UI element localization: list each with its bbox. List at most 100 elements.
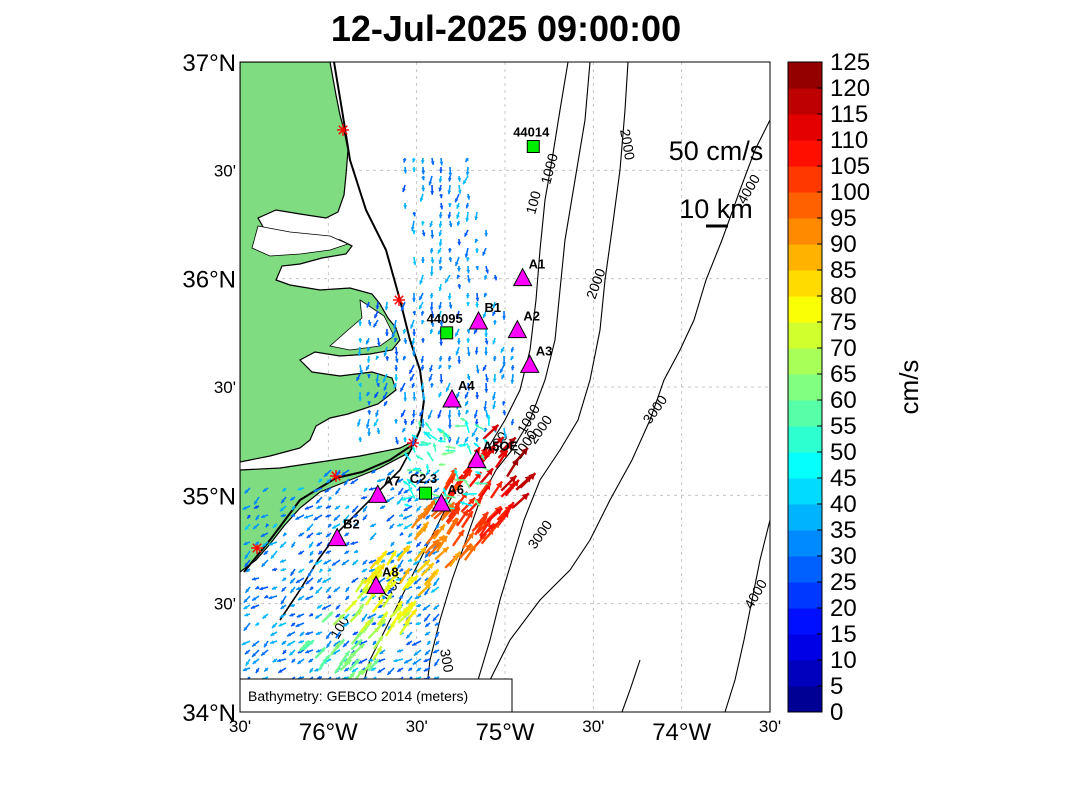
current-vector xyxy=(438,229,443,237)
current-vector xyxy=(372,645,383,661)
current-vector xyxy=(456,337,461,345)
current-vector xyxy=(315,496,323,505)
lon-tick-label: 30' xyxy=(582,717,604,736)
current-vector xyxy=(492,400,496,410)
current-vector xyxy=(290,513,296,518)
colorbar-tick-label: 75 xyxy=(830,309,857,336)
current-vector xyxy=(475,436,479,442)
current-vector xyxy=(317,550,323,555)
current-vector xyxy=(371,621,377,626)
current-vector xyxy=(519,472,537,489)
current-vector xyxy=(371,469,377,474)
current-vector xyxy=(489,480,504,499)
current-vector xyxy=(510,346,515,353)
current-vector xyxy=(414,595,422,600)
latitude-tick-labels: 37°N 30' 36°N 30' 35°N 30' 34°N xyxy=(182,50,236,727)
current-vector xyxy=(279,505,287,512)
current-vector xyxy=(394,373,399,382)
current-vector xyxy=(296,658,305,665)
bathymetry-note: Bathymetry: GEBCO 2014 (meters) xyxy=(248,688,468,704)
current-vector xyxy=(502,310,506,320)
current-vector xyxy=(395,436,399,445)
current-vector xyxy=(438,220,443,228)
current-vector xyxy=(358,391,363,401)
current-vector xyxy=(348,658,361,672)
current-vector xyxy=(327,594,332,599)
current-vector xyxy=(425,514,431,520)
current-vector xyxy=(464,247,469,258)
current-vector xyxy=(357,418,361,427)
current-vector xyxy=(446,517,458,535)
current-vector xyxy=(412,256,417,266)
current-vector xyxy=(457,283,462,289)
current-vector xyxy=(397,487,404,496)
current-vector xyxy=(439,373,444,384)
current-vector xyxy=(363,570,378,585)
current-vector xyxy=(434,622,440,627)
current-vector xyxy=(456,274,461,280)
current-vector xyxy=(420,220,425,226)
current-vector xyxy=(438,238,443,247)
current-vector xyxy=(394,346,399,356)
current-vector xyxy=(447,409,452,419)
current-vector xyxy=(317,478,323,483)
current-vector xyxy=(407,532,413,538)
current-vector xyxy=(438,301,443,310)
current-vector xyxy=(454,478,465,482)
current-vector xyxy=(305,631,314,636)
current-vector xyxy=(314,559,323,566)
current-vector xyxy=(375,550,388,566)
colorbar-tick-label: 0 xyxy=(830,699,843,726)
current-vector xyxy=(466,337,471,343)
current-vector xyxy=(438,364,443,370)
current-vector xyxy=(427,409,433,420)
current-vector xyxy=(308,559,314,564)
current-vector xyxy=(425,464,430,474)
current-vector xyxy=(411,382,416,389)
current-vector xyxy=(492,301,497,309)
current-vector xyxy=(421,229,426,237)
current-vector xyxy=(307,568,314,578)
colorbar-frame xyxy=(787,61,823,713)
current-vector xyxy=(510,373,515,384)
station-label: B1 xyxy=(485,300,502,315)
current-vector xyxy=(492,337,497,345)
colorbar-segment xyxy=(788,634,822,661)
current-vector xyxy=(406,540,413,545)
current-vector xyxy=(512,492,530,509)
current-vector xyxy=(261,559,269,568)
current-vector xyxy=(325,586,332,594)
current-vector xyxy=(365,391,371,397)
current-vector xyxy=(464,157,470,163)
current-vector xyxy=(362,559,368,566)
current-vector xyxy=(438,462,446,467)
current-vector xyxy=(434,631,440,639)
current-vector xyxy=(421,418,425,428)
current-vector xyxy=(424,538,440,555)
current-vector xyxy=(290,622,296,627)
current-vector xyxy=(430,310,435,319)
current-vector xyxy=(325,505,332,509)
current-vector xyxy=(421,256,425,264)
current-vector xyxy=(358,337,363,343)
station-label: A1 xyxy=(529,257,546,272)
current-vector xyxy=(446,507,461,525)
current-vector xyxy=(492,355,497,362)
current-vector xyxy=(438,166,443,174)
current-vector xyxy=(314,613,323,620)
current-vector xyxy=(397,611,411,624)
current-vector xyxy=(369,532,377,541)
current-vector xyxy=(407,667,413,672)
current-vector xyxy=(457,469,473,486)
current-vector xyxy=(402,514,413,520)
current-vector xyxy=(295,622,305,628)
current-vector xyxy=(271,622,278,629)
current-vector xyxy=(315,631,323,636)
current-vector xyxy=(438,283,443,292)
current-vector xyxy=(376,427,381,435)
current-vector xyxy=(439,193,443,199)
current-vector xyxy=(424,421,433,432)
lon-tick-label: 75°W xyxy=(476,719,535,746)
current-vector xyxy=(484,328,489,337)
current-vector xyxy=(483,427,488,433)
